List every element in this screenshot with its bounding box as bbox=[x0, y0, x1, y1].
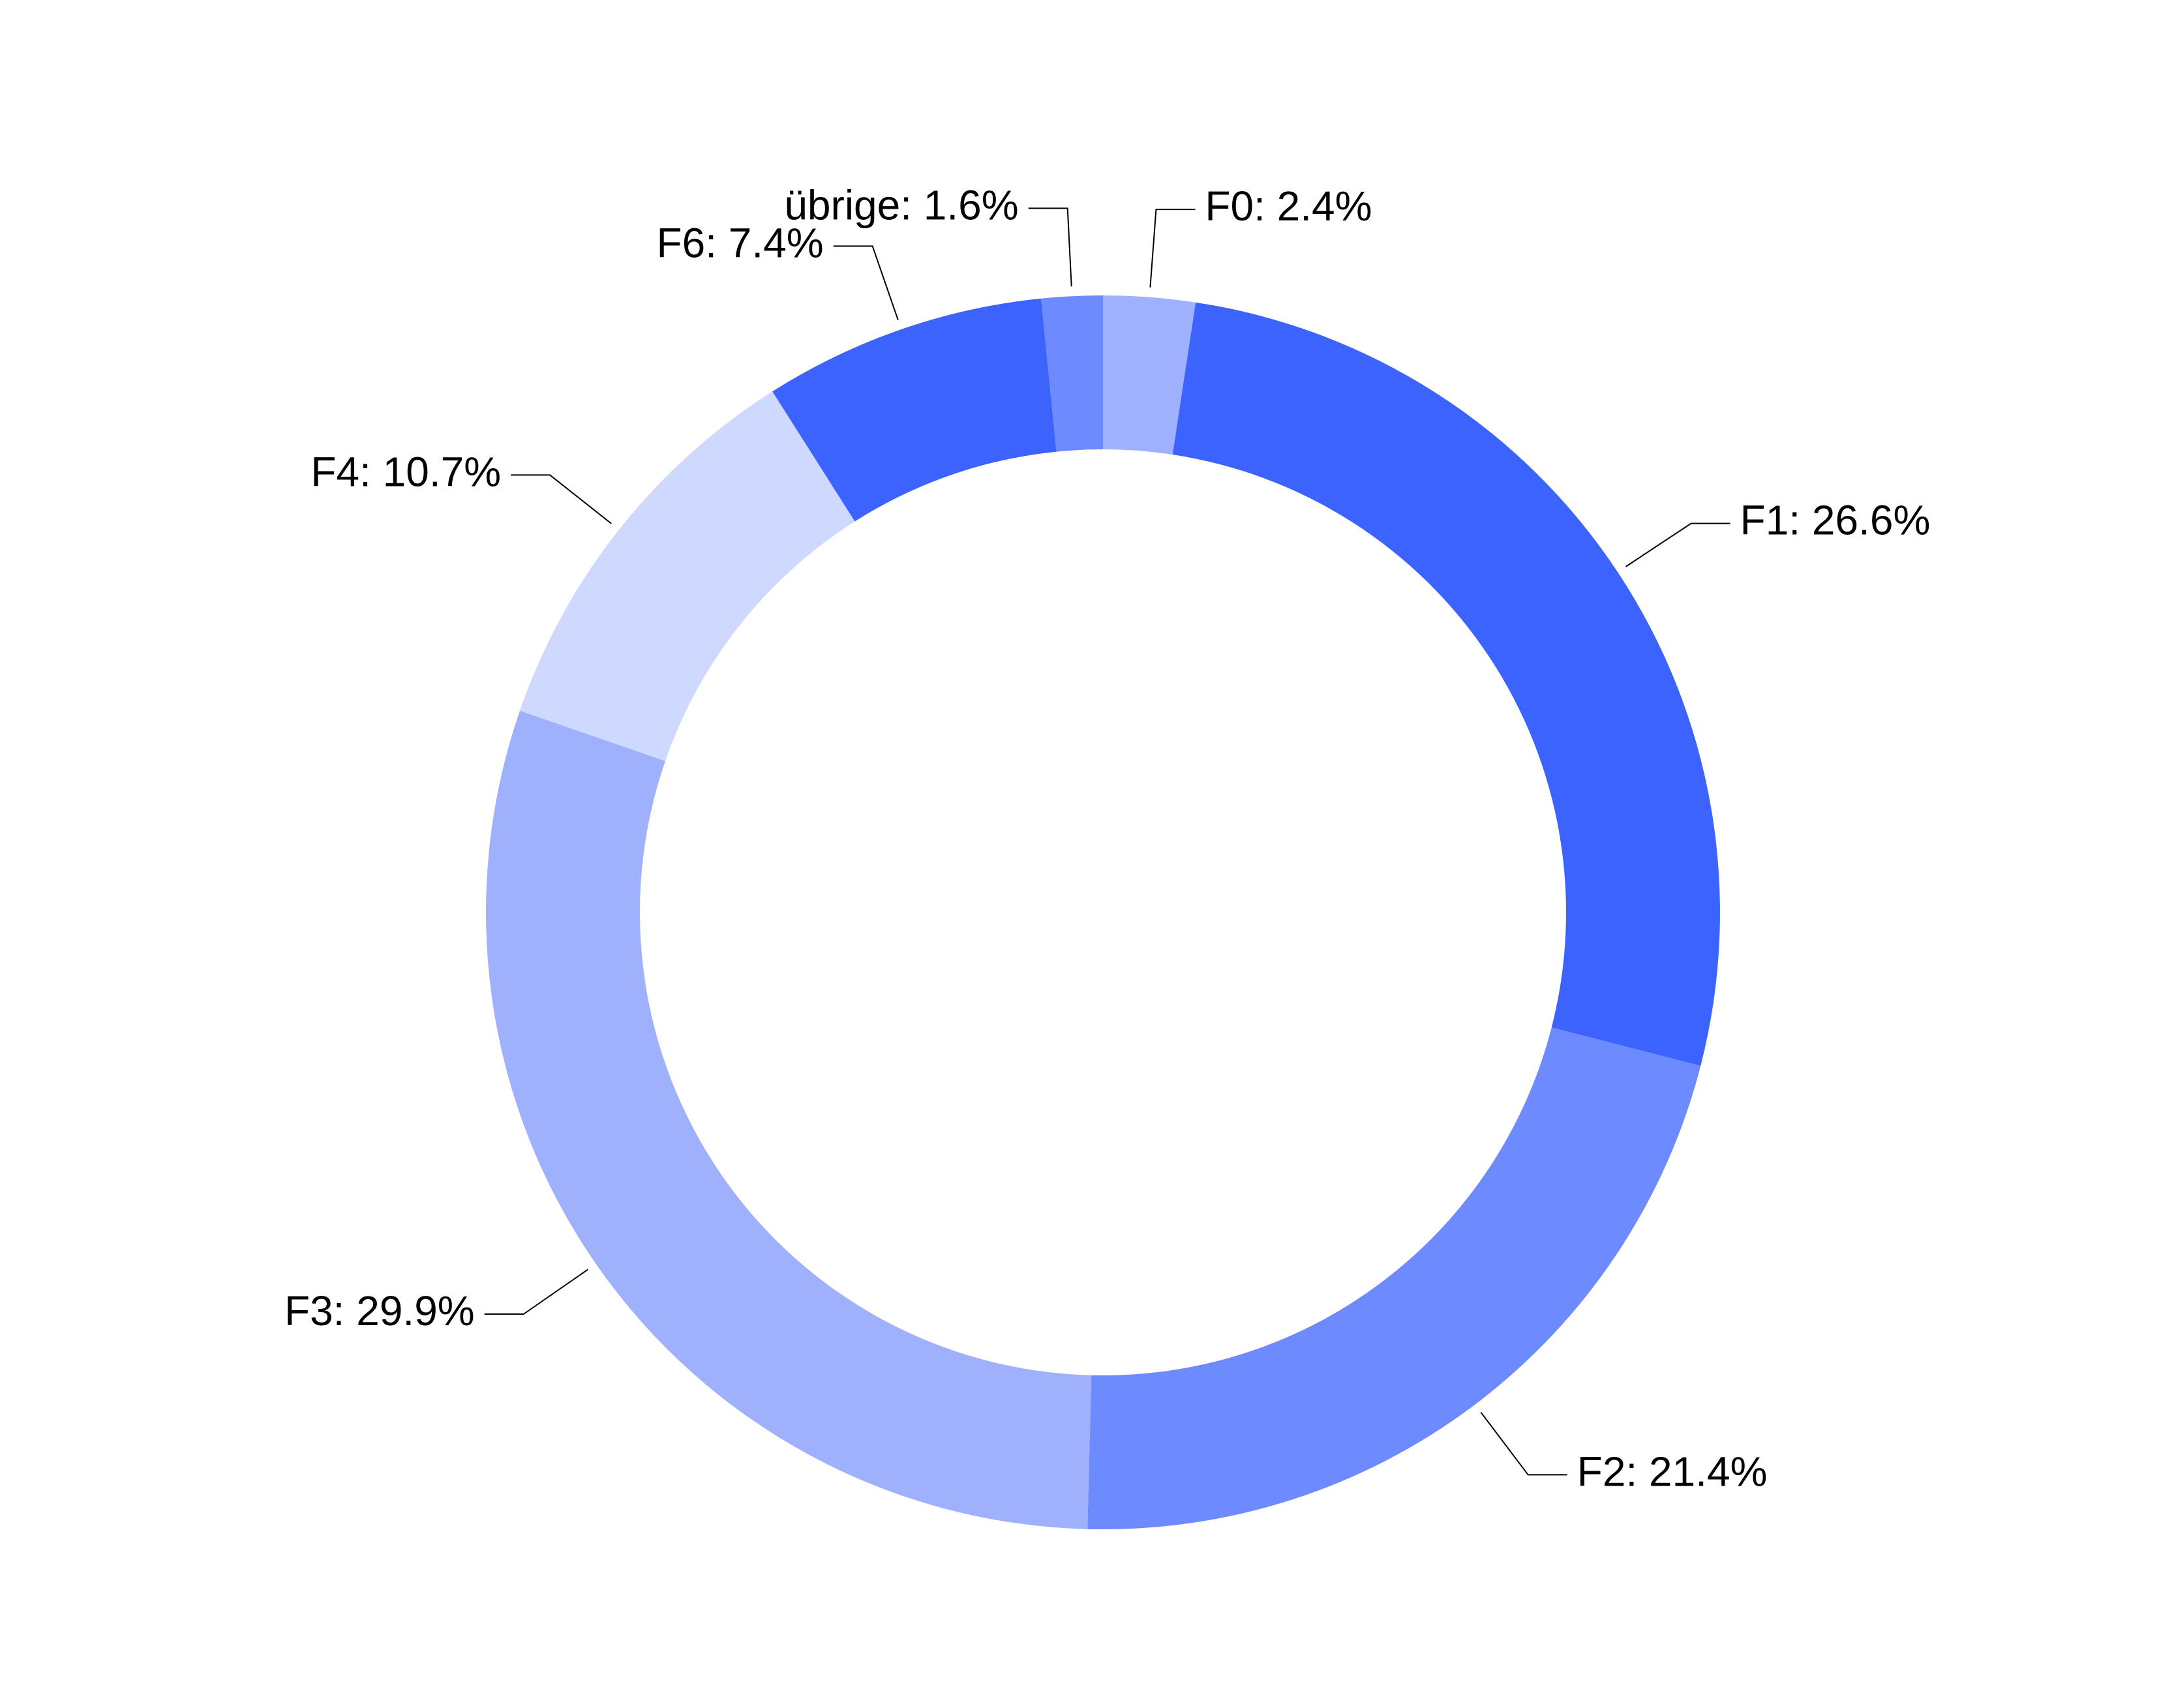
data-label: übrige: 1.6% bbox=[784, 181, 1018, 228]
donut-segment bbox=[772, 298, 1057, 522]
data-label: F3: 29.9% bbox=[284, 1287, 475, 1334]
leader-line bbox=[1149, 209, 1196, 288]
data-label: F2: 21.4% bbox=[1577, 1448, 1768, 1495]
donut-segment bbox=[1041, 295, 1103, 452]
data-label: F1: 26.6% bbox=[1740, 497, 1931, 544]
leader-line bbox=[1480, 1412, 1567, 1476]
data-label: F4: 10.7% bbox=[310, 448, 501, 495]
leader-line bbox=[1028, 207, 1072, 287]
leader-line bbox=[484, 1268, 588, 1315]
donut-segment bbox=[1103, 295, 1196, 455]
donut-segment bbox=[1172, 302, 1721, 1066]
leader-line bbox=[511, 474, 612, 524]
leader-line bbox=[833, 245, 899, 321]
donut-segment bbox=[486, 710, 1092, 1529]
data-label: F0: 2.4% bbox=[1205, 183, 1372, 230]
donut-segment bbox=[1087, 1027, 1701, 1529]
donut-segment bbox=[519, 391, 855, 761]
data-label: F6: 7.4% bbox=[657, 219, 824, 266]
leader-line bbox=[1625, 522, 1730, 567]
